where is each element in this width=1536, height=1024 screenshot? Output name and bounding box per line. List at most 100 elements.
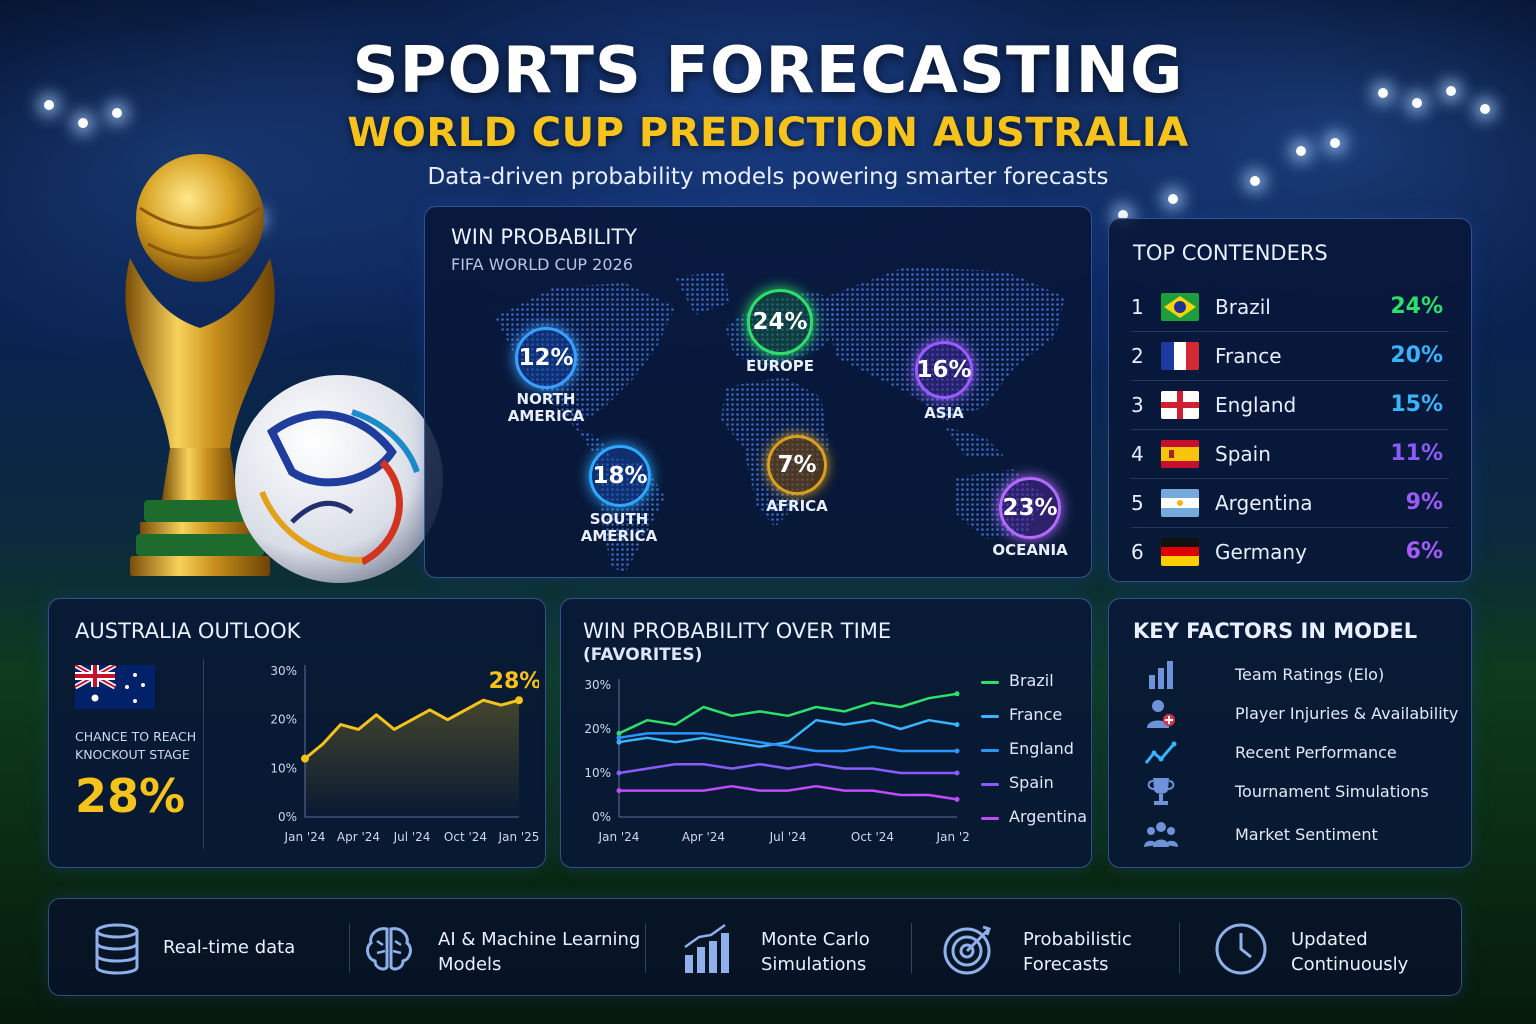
- feature-label-line2: Continuously: [1291, 954, 1409, 975]
- feature-label-line2: Models: [438, 954, 502, 975]
- contender-rank: 4: [1131, 442, 1144, 466]
- australia-line-chart: 0% 10% 20% 30% Jan '24 Apr '24 Jul '24 Oct '24 J…: [270, 664, 539, 844]
- x-tick-label: Jan '25: [936, 830, 969, 844]
- y-tick-label: 20%: [584, 722, 611, 736]
- region-label-europe: EUROPE: [746, 357, 814, 375]
- argentina-flag-icon: [1161, 489, 1199, 517]
- feature-divider: [349, 923, 350, 973]
- region-bubble-asia[interactable]: 16%: [915, 341, 973, 399]
- region-label-asia: ASIA: [924, 404, 964, 422]
- y-tick-label: 30%: [270, 664, 297, 678]
- database-icon: [95, 923, 139, 975]
- feature-divider: [645, 923, 646, 973]
- player-injury-icon: [1147, 700, 1175, 728]
- legend-label: Argentina: [1009, 807, 1088, 826]
- legend-label: France: [1009, 705, 1063, 724]
- england-flag-icon: [1161, 391, 1199, 419]
- y-tick-label: 30%: [584, 678, 611, 692]
- feature-item: Updated Continuously: [1213, 899, 1453, 997]
- over-time-subtitle: (FAVORITES): [583, 645, 703, 665]
- contender-percent: 24%: [1390, 294, 1443, 319]
- x-tick-label: Apr '24: [337, 830, 380, 844]
- features-bar: Real-time data AI & Machine Learning Mod…: [48, 898, 1462, 996]
- series-line: [304, 698, 520, 760]
- factor-label: Recent Performance: [1235, 743, 1397, 762]
- contender-country: Germany: [1215, 540, 1307, 564]
- region-bubble-oceania[interactable]: 23%: [999, 477, 1061, 539]
- feature-label-line1: Updated: [1291, 929, 1368, 950]
- page-subtitle: WORLD CUP PREDICTION AUSTRALIA: [347, 110, 1189, 156]
- data-point: [954, 770, 960, 776]
- bar-chart-icon: [1149, 661, 1173, 689]
- key-factors-panel: KEY FACTORS IN MODEL Team Ratings (Elo) …: [1108, 598, 1472, 868]
- factor-label: Tournament Simulations: [1235, 782, 1429, 801]
- series-line-england: [618, 732, 957, 753]
- top-contenders-panel: TOP CONTENDERS 1 Brazil 24% 2 France 20%…: [1108, 218, 1472, 582]
- region-bubble-north-america[interactable]: 12%: [515, 327, 577, 389]
- region-bubble-europe[interactable]: 24%: [747, 289, 813, 355]
- feature-item: AI & Machine Learning Models: [361, 899, 651, 997]
- brazil-flag-icon: [1161, 293, 1199, 321]
- region-bubble-africa[interactable]: 7%: [767, 435, 827, 495]
- contender-rank: 5: [1131, 491, 1144, 515]
- legend-swatch: [981, 715, 999, 718]
- factor-label: Player Injuries & Availability: [1235, 704, 1459, 723]
- favorites-line-chart: 0% 10% 20% 30% Jan '24 Apr '24 Jul '24 Oct '24 J…: [584, 678, 969, 844]
- series-area: [305, 700, 519, 817]
- win-probability-panel: WIN PROBABILITY FIFA WORLD CUP 2026: [424, 206, 1092, 578]
- contender-rank: 2: [1131, 344, 1144, 368]
- y-tick-label: 10%: [584, 766, 611, 780]
- contender-country: Argentina: [1215, 491, 1313, 515]
- feature-item: Real-time data: [89, 899, 369, 997]
- contender-row[interactable]: 6 Germany 6%: [1131, 528, 1449, 577]
- page-title: SPORTS FORECASTING: [352, 34, 1184, 108]
- win-probability-title: WIN PROBABILITY: [451, 225, 638, 249]
- region-label-africa: AFRICA: [766, 497, 828, 515]
- x-tick-label: Jan '25: [498, 830, 539, 844]
- data-point: [616, 739, 622, 745]
- y-tick-label: 10%: [270, 761, 297, 775]
- contender-row[interactable]: 2 France 20%: [1131, 332, 1449, 381]
- series-line-spain: [618, 762, 957, 775]
- people-icon: [1144, 822, 1178, 847]
- legend-label: Brazil: [1009, 671, 1054, 690]
- data-point: [954, 796, 960, 802]
- factor-item: Recent Performance: [1143, 735, 1463, 771]
- y-tick-label: 20%: [270, 713, 297, 727]
- germany-flag-icon: [1161, 538, 1199, 566]
- growth-chart-icon: [684, 923, 729, 973]
- contender-percent: 15%: [1390, 392, 1443, 417]
- legend-label: England: [1009, 739, 1074, 758]
- legend-label: Spain: [1009, 773, 1054, 792]
- favorites-legend: Brazil France England Spain Argentina: [981, 671, 1091, 841]
- data-point: [954, 722, 960, 728]
- contender-rank: 6: [1131, 540, 1144, 564]
- contender-row[interactable]: 3 England 15%: [1131, 381, 1449, 430]
- data-point: [616, 735, 622, 741]
- data-point: [954, 691, 960, 697]
- feature-label-line1: Probabilistic: [1023, 929, 1132, 950]
- series-line-france: [618, 718, 958, 748]
- target-icon: [943, 925, 991, 975]
- contender-row[interactable]: 4 Spain 11%: [1131, 430, 1449, 479]
- data-point: [616, 770, 622, 776]
- feature-divider: [1179, 923, 1180, 973]
- contender-rank: 3: [1131, 393, 1144, 417]
- australia-outlook-panel: AUSTRALIA OUTLOOK CHANCE TO REACH KNOCKO…: [48, 598, 546, 868]
- contender-row[interactable]: 1 Brazil 24%: [1131, 283, 1449, 332]
- data-point: [954, 748, 960, 754]
- australia-flag-icon: [75, 665, 155, 709]
- data-point: [515, 696, 523, 705]
- data-point: [301, 754, 309, 763]
- y-tick-label: 0%: [592, 810, 611, 824]
- region-bubble-south-america[interactable]: 18%: [589, 445, 651, 507]
- data-point: [616, 730, 622, 736]
- legend-swatch: [981, 749, 999, 752]
- trend-line-icon: [1144, 741, 1177, 764]
- legend-swatch: [981, 783, 999, 786]
- feature-item: Monte Carlo Simulations: [679, 899, 919, 997]
- feature-label-line2: Simulations: [761, 954, 867, 975]
- contender-row[interactable]: 5 Argentina 9%: [1131, 479, 1449, 528]
- x-tick-label: Jul '24: [393, 830, 431, 844]
- feature-label-line1: Monte Carlo: [761, 929, 870, 950]
